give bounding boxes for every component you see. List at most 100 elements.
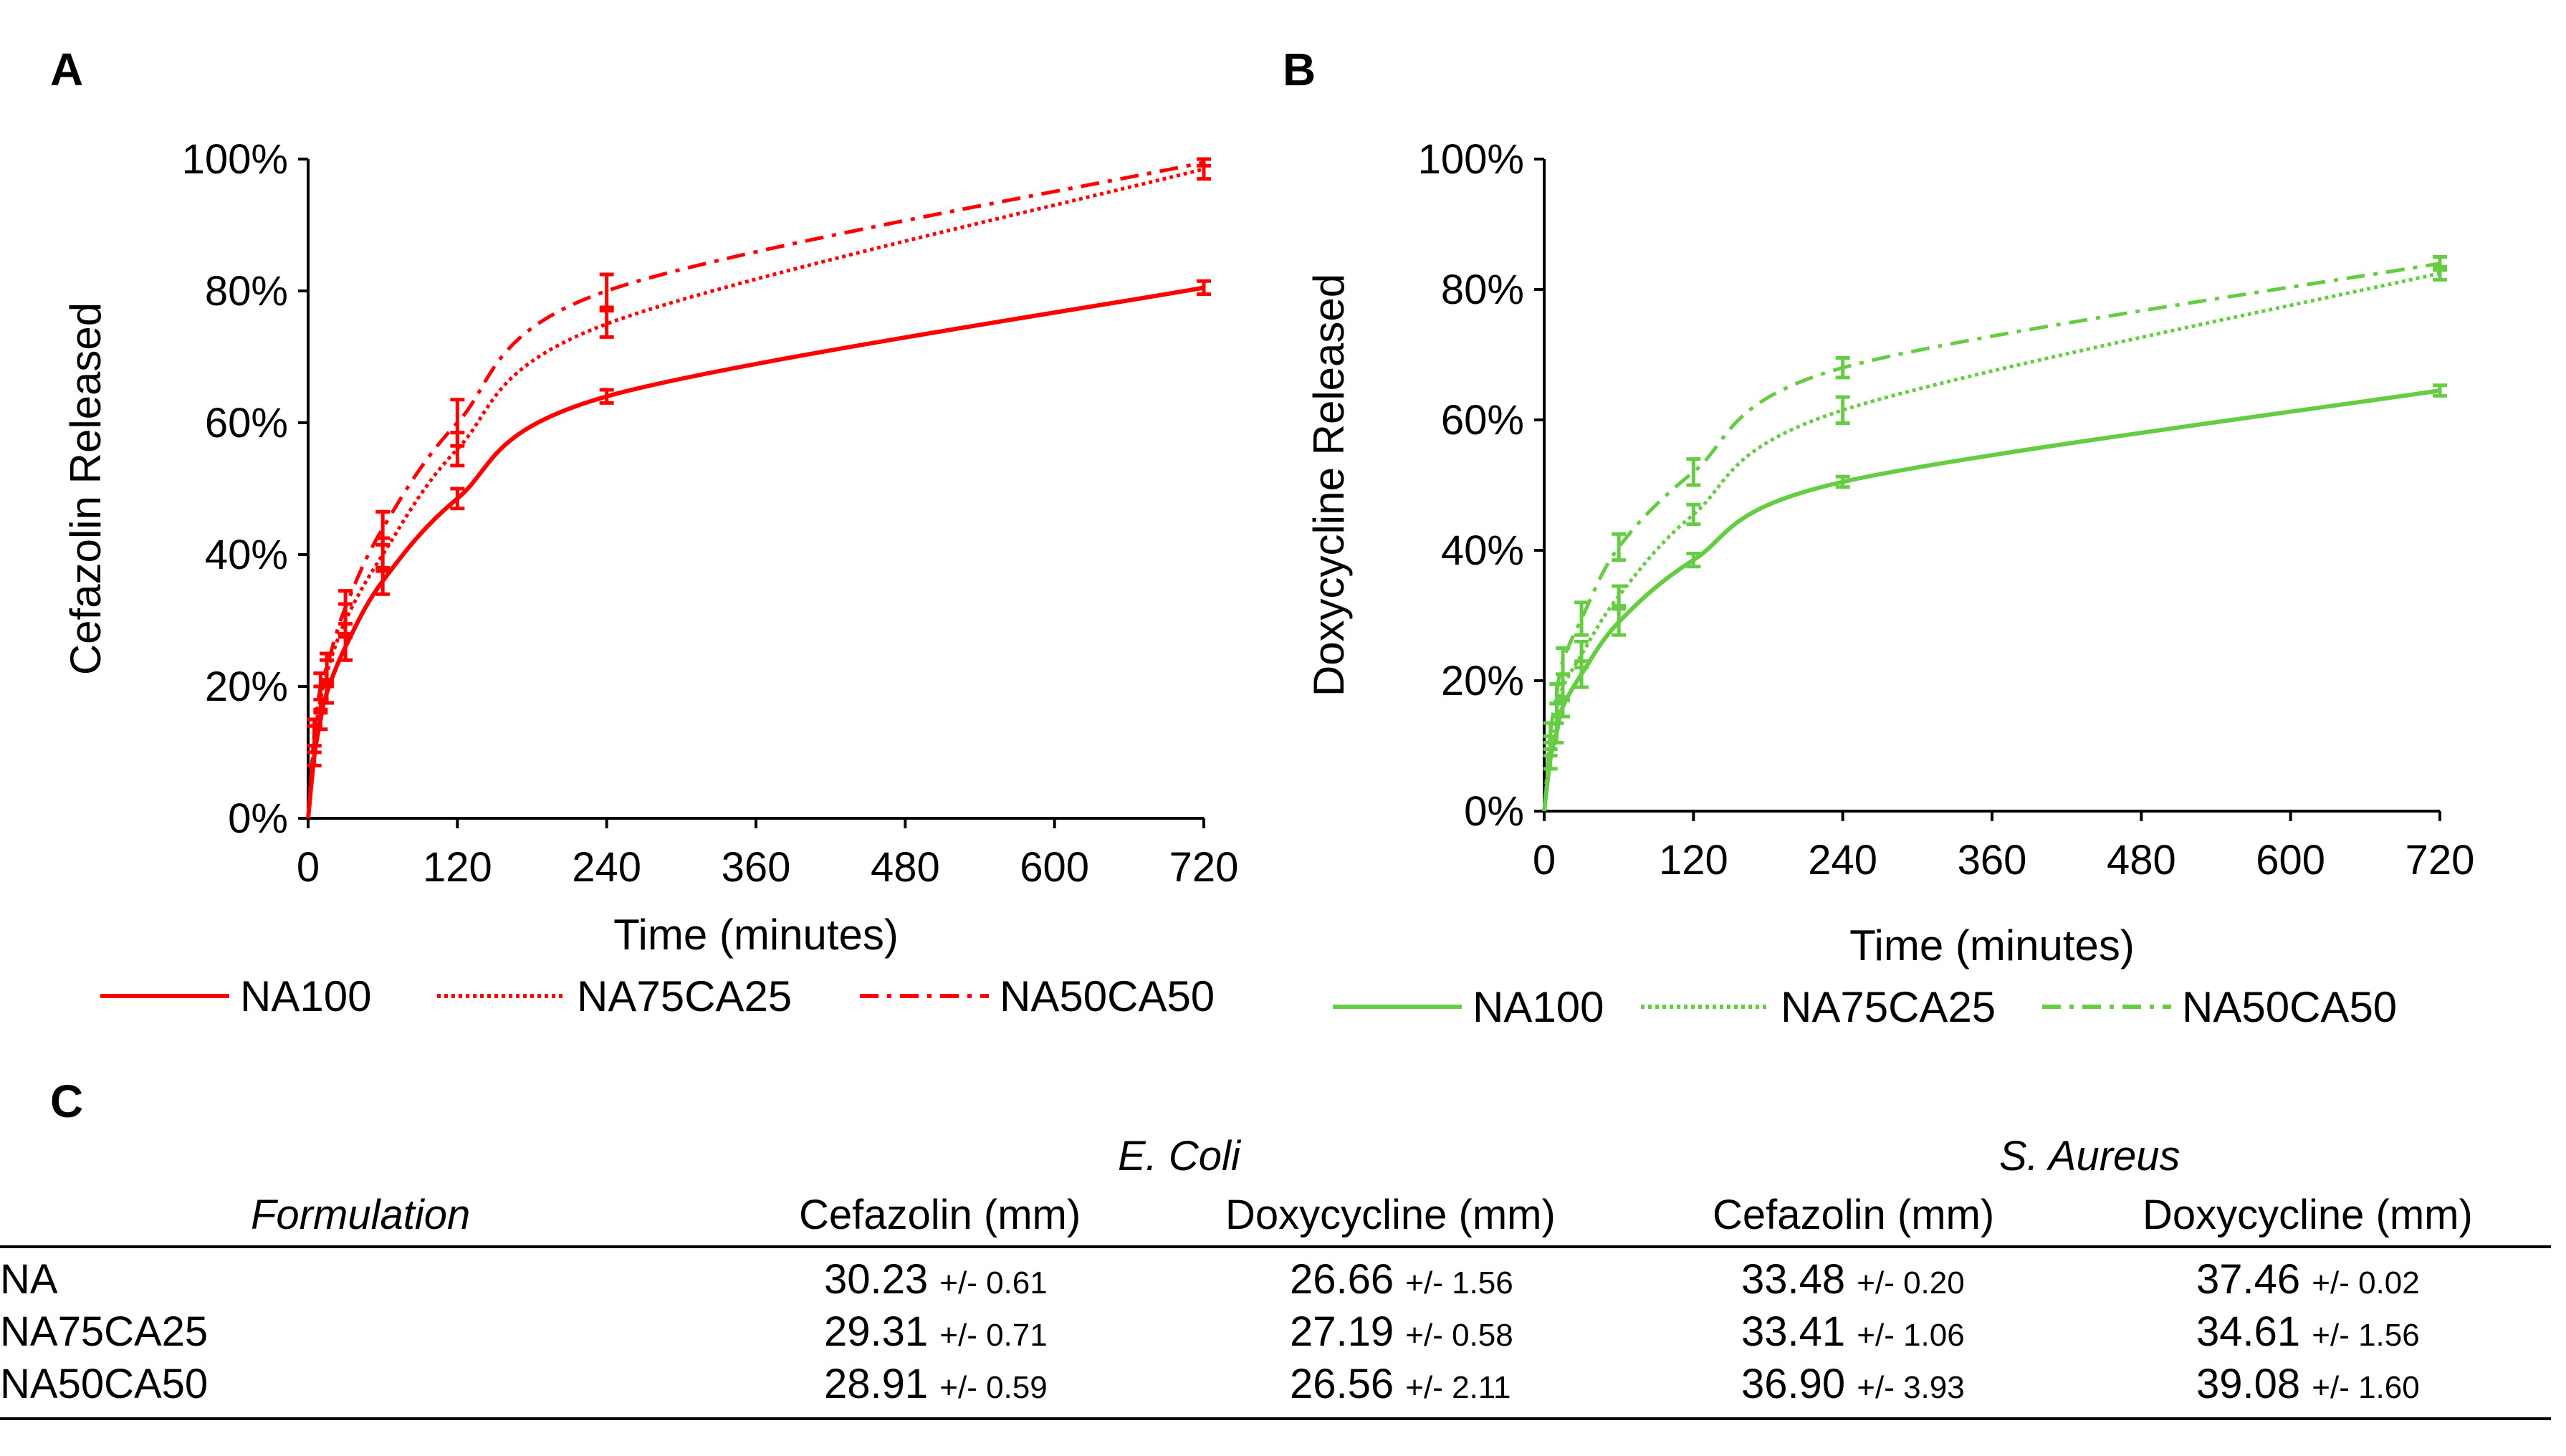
cell-value: 29.31 +/- 0.71	[824, 1308, 1048, 1355]
table-group-header: E. Coli S. Aureus	[0, 1132, 2551, 1182]
x-tick-label: 600	[2256, 837, 2325, 883]
col-ecoli-doxycycline: Doxycycline (mm)	[1225, 1192, 1556, 1238]
group-s-aureus: S. Aureus	[1999, 1133, 2180, 1179]
row-formulation: NA	[0, 1256, 58, 1303]
cell-value: 34.61 +/- 1.56	[2196, 1308, 2420, 1355]
legend-label-na50ca50: NA50CA50	[1000, 972, 1215, 1020]
error-bar	[307, 717, 322, 748]
error-bar	[1543, 721, 1558, 744]
x-tick-label: 240	[1808, 837, 1877, 883]
col-formulation: Formulation	[251, 1192, 471, 1238]
error-bar	[1686, 457, 1701, 487]
error-bar	[1197, 157, 1211, 168]
error-bar	[450, 398, 465, 448]
x-tick-label: 480	[2107, 837, 2176, 883]
y-tick-label: 40%	[1441, 527, 1524, 574]
error-bar	[1574, 600, 1589, 637]
y-tick-label: 80%	[1441, 267, 1524, 313]
error-bar	[2433, 383, 2447, 398]
y-tick-label: 20%	[1441, 658, 1524, 704]
x-tick-label: 120	[423, 844, 492, 891]
error-bar	[599, 388, 614, 405]
error-bar	[1612, 584, 1627, 608]
x-tick-label: 480	[871, 844, 940, 891]
error-bar	[338, 589, 353, 626]
cell-value: 33.48 +/- 0.20	[1741, 1256, 1965, 1303]
x-axis-label: Time (minutes)	[613, 911, 899, 959]
legend-label-na75ca25: NA75CA25	[577, 972, 792, 1020]
error-bar	[599, 272, 614, 310]
y-tick-label: 20%	[205, 664, 288, 710]
panel-label-b: B	[1283, 44, 1316, 95]
cell-value: 30.23 +/- 0.61	[824, 1256, 1048, 1303]
error-bar	[2433, 255, 2447, 272]
legend-label-na50ca50: NA50CA50	[2182, 983, 2397, 1031]
x-tick-label: 120	[1659, 837, 1728, 883]
legend-label-na75ca25: NA75CA25	[1781, 983, 1996, 1031]
cell-value: 36.90 +/- 3.93	[1741, 1361, 1965, 1407]
panel-label-a: A	[50, 44, 84, 95]
error-bar	[1835, 395, 1850, 426]
table-row: NA 30.23 +/- 0.61 26.66 +/- 1.56 33.48 +…	[0, 1255, 2551, 1306]
error-bar	[1686, 502, 1701, 527]
error-bar	[450, 487, 465, 511]
y-tick-label: 60%	[1441, 397, 1524, 444]
col-saureus-cefazolin: Cefazolin (mm)	[1713, 1192, 1995, 1238]
table-bottom-rule	[0, 1417, 2551, 1420]
y-tick-label: 80%	[205, 268, 288, 315]
table-row: NA50CA50 28.91 +/- 0.59 26.56 +/- 2.11 3…	[0, 1360, 2551, 1410]
error-bar	[1686, 552, 1701, 569]
x-tick-label: 240	[572, 844, 641, 891]
error-bar	[1197, 279, 1211, 297]
y-tick-label: 100%	[1418, 136, 1524, 183]
error-bar	[1549, 682, 1564, 706]
table-column-header: Formulation Cefazolin (mm) Doxycycline (…	[0, 1191, 2551, 1241]
doxycycline-release-chart: 0% 20% 40% 60% 80% 100% 0 120 240 360 480 600 720 Tim…	[1305, 136, 2475, 1031]
error-bar	[1612, 607, 1627, 637]
legend-label-na100: NA100	[240, 972, 371, 1020]
error-bar	[1835, 474, 1850, 489]
error-bar	[375, 509, 391, 547]
cell-value: 27.19 +/- 0.58	[1290, 1308, 1513, 1355]
y-tick-label: 100%	[182, 136, 288, 183]
series-line-na50ca50	[306, 161, 1205, 819]
group-e-coli: E. Coli	[1118, 1133, 1240, 1179]
error-bar	[1574, 639, 1589, 670]
cefazolin-release-chart: 0% 20% 40% 60% 80% 100% 0 120 240 360 480 600 720 Tim…	[62, 136, 1239, 1020]
y-tick-label: 40%	[205, 532, 288, 578]
y-tick-label: 0%	[228, 795, 288, 842]
cell-value: 26.66 +/- 1.56	[1290, 1256, 1513, 1303]
panel-label-c: C	[50, 1076, 84, 1127]
legend-label-na100: NA100	[1473, 983, 1604, 1031]
error-bar	[599, 309, 614, 339]
x-tick-label: 360	[722, 844, 791, 891]
y-axis-label: Cefazolin Released	[62, 302, 110, 675]
table-header-rule	[0, 1245, 2551, 1248]
error-bar	[1556, 646, 1571, 676]
x-tick-label: 360	[1958, 837, 2027, 883]
col-saureus-doxycycline: Doxycycline (mm)	[2143, 1192, 2473, 1238]
series-line-na50ca50	[1542, 262, 2441, 812]
error-bar	[1835, 356, 1850, 380]
series-line-na100	[1542, 388, 2441, 812]
series-line-na100	[306, 285, 1205, 819]
y-tick-label: 60%	[205, 400, 288, 446]
error-bar	[320, 651, 335, 682]
x-tick-label: 0	[1533, 837, 1556, 883]
row-formulation: NA75CA25	[0, 1308, 209, 1355]
series-line-na75ca25	[306, 167, 1205, 819]
series-line-na75ca25	[1542, 271, 2441, 812]
x-tick-label: 720	[2405, 837, 2475, 883]
y-axis-label: Doxycycline Released	[1305, 274, 1353, 696]
x-tick-label: 720	[1169, 844, 1239, 891]
y-tick-label: 0%	[1464, 788, 1524, 835]
x-tick-label: 0	[297, 844, 320, 891]
x-axis-label: Time (minutes)	[1849, 921, 2135, 969]
cell-value: 39.08 +/- 1.60	[2196, 1361, 2420, 1407]
table-row: NA75CA25 29.31 +/- 0.71 27.19 +/- 0.58 3…	[0, 1308, 2551, 1358]
cell-value: 37.46 +/- 0.02	[2196, 1256, 2420, 1303]
cell-value: 33.41 +/- 1.06	[1741, 1308, 1965, 1355]
cell-value: 28.91 +/- 0.59	[824, 1361, 1048, 1407]
row-formulation: NA50CA50	[0, 1361, 209, 1407]
error-bar	[1612, 532, 1627, 562]
